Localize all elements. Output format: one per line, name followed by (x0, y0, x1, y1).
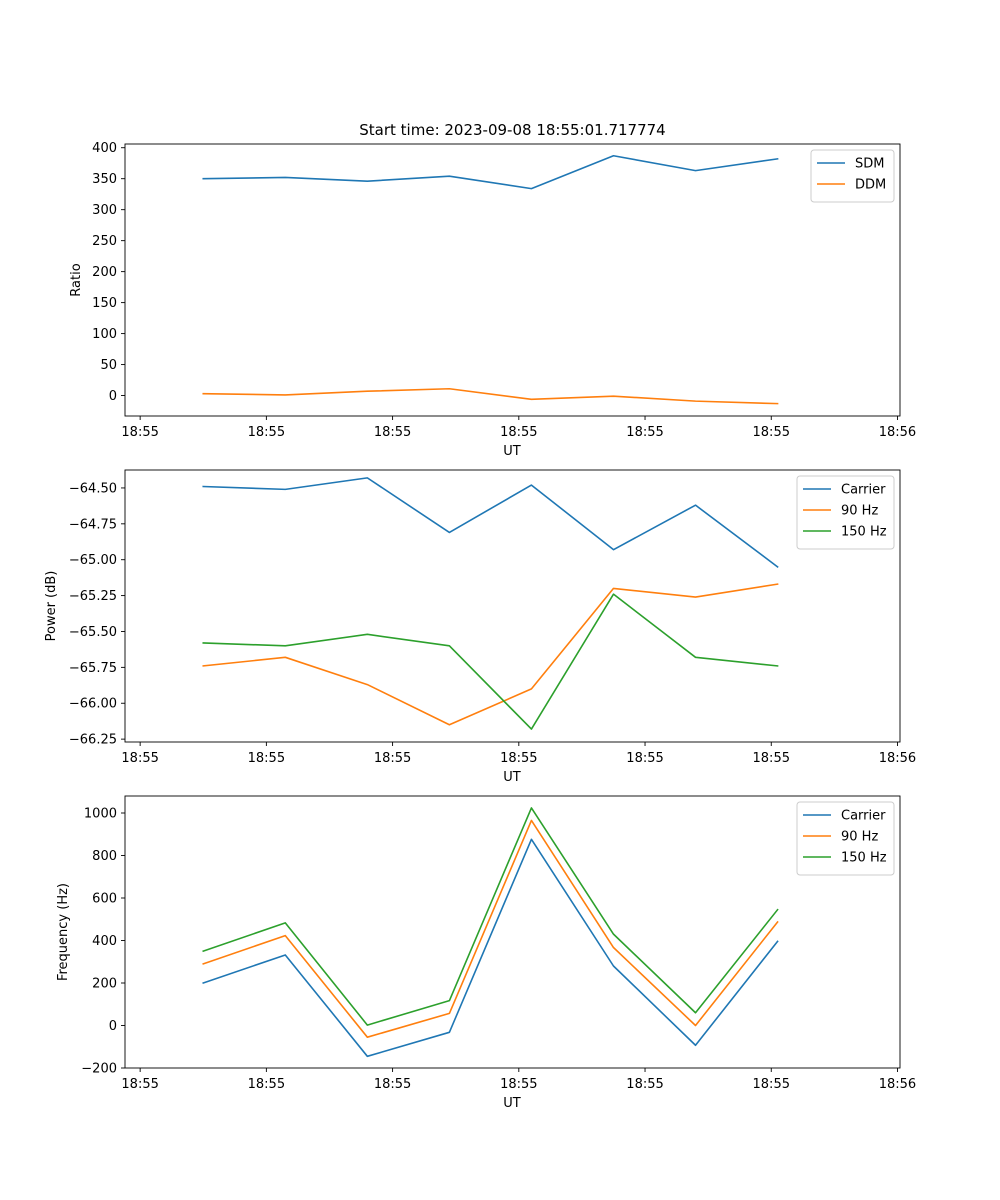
power-x-tick-label: 18:55 (121, 751, 158, 766)
ratio-x-tick-label: 18:55 (626, 425, 663, 440)
power-x-axis-label: UT (503, 770, 521, 785)
frequency-x-tick-label: 18:55 (626, 1077, 663, 1092)
ratio-legend-label: SDM (855, 157, 884, 172)
power-y-tick-label: −65.50 (69, 625, 117, 640)
ratio-series-sdm-line (202, 154, 779, 190)
figure-title: Start time: 2023-09-08 18:55:01.717774 (359, 121, 665, 139)
ratio-x-tick-label: 18:55 (374, 425, 411, 440)
frequency-y-tick-label: 800 (92, 849, 117, 864)
power-series-150-hz-line (202, 593, 779, 730)
frequency-y-tick-label: 0 (109, 1019, 117, 1034)
ratio-x-axis-label: UT (503, 444, 521, 459)
power-series-carrier-line (202, 477, 779, 569)
ratio-series-ddm-line (202, 387, 779, 405)
frequency-x-tick-label: 18:55 (500, 1077, 537, 1092)
ratio-panel: 18:55 18:55 18:55 18:55 18:55 18:55 18:56 0 50 10… (69, 141, 916, 459)
ratio-legend-label: DDM (855, 178, 886, 193)
power-y-axis-label: Power (dB) (44, 571, 59, 642)
power-y-tick-label: −65.75 (69, 661, 117, 676)
ratio-y-tick-label: 0 (109, 389, 117, 404)
power-legend-label: 90 Hz (841, 504, 878, 519)
ratio-y-tick-label: 50 (100, 358, 117, 373)
frequency-legend-label: 150 Hz (841, 851, 887, 866)
frequency-y-axis-label: Frequency (Hz) (56, 883, 71, 981)
ratio-x-tick-label: 18:55 (121, 425, 158, 440)
ratio-y-tick-label: 350 (92, 172, 117, 187)
frequency-panel: 18:55 18:55 18:55 18:55 18:55 18:55 18:56 −200 0… (56, 795, 916, 1111)
power-legend-label: 150 Hz (841, 525, 887, 540)
frequency-x-tick-label: 18:55 (248, 1077, 285, 1092)
power-panel: 18:55 18:55 18:55 18:55 18:55 18:55 18:56 −64.5… (44, 469, 916, 785)
frequency-legend-label: Carrier (841, 809, 886, 824)
power-x-tick-label: 18:56 (879, 751, 916, 766)
frequency-y-tick-label: 1000 (84, 807, 117, 822)
power-x-tick-label: 18:55 (753, 751, 790, 766)
frequency-x-tick-label: 18:55 (121, 1077, 158, 1092)
power-y-tick-label: −66.25 (69, 733, 117, 748)
ratio-y-tick-label: 100 (92, 327, 117, 342)
power-x-tick-label: 18:55 (626, 751, 663, 766)
power-y-tick-label: −64.50 (69, 481, 117, 496)
power-series-90-hz-line (202, 583, 779, 726)
frequency-x-tick-label: 18:55 (374, 1077, 411, 1092)
frequency-x-axis-label: UT (503, 1096, 521, 1111)
frequency-legend-label: 90 Hz (841, 830, 878, 845)
frequency-y-tick-label: −200 (81, 1062, 117, 1077)
frequency-axes-frame (124, 795, 901, 1069)
frequency-y-tick-label: 200 (92, 977, 117, 992)
ratio-y-tick-label: 300 (92, 203, 117, 218)
frequency-y-tick-label: 600 (92, 892, 117, 907)
frequency-series-carrier-line (202, 838, 779, 1058)
ratio-axes-frame (124, 143, 901, 417)
frequency-series-150-hz-line (202, 807, 779, 1026)
power-y-tick-label: −64.75 (69, 517, 117, 532)
power-y-tick-label: −65.00 (69, 553, 117, 568)
power-y-tick-label: −66.00 (69, 697, 117, 712)
ratio-y-axis-label: Ratio (69, 263, 84, 296)
ratio-y-tick-label: 400 (92, 141, 117, 156)
ratio-y-tick-label: 150 (92, 296, 117, 311)
power-y-tick-label: −65.25 (69, 589, 117, 604)
ratio-x-tick-label: 18:55 (500, 425, 537, 440)
frequency-series-90-hz-line (202, 819, 779, 1038)
ratio-y-tick-label: 250 (92, 234, 117, 249)
frequency-x-tick-label: 18:55 (753, 1077, 790, 1092)
ratio-y-tick-label: 200 (92, 265, 117, 280)
frequency-y-tick-label: 400 (92, 934, 117, 949)
ratio-x-tick-label: 18:56 (879, 425, 916, 440)
power-axes-frame (124, 469, 901, 743)
frequency-x-tick-label: 18:56 (879, 1077, 916, 1092)
power-legend-label: Carrier (841, 483, 886, 498)
power-x-tick-label: 18:55 (374, 751, 411, 766)
ratio-x-tick-label: 18:55 (248, 425, 285, 440)
power-x-tick-label: 18:55 (248, 751, 285, 766)
ratio-x-tick-label: 18:55 (753, 425, 790, 440)
power-x-tick-label: 18:55 (500, 751, 537, 766)
